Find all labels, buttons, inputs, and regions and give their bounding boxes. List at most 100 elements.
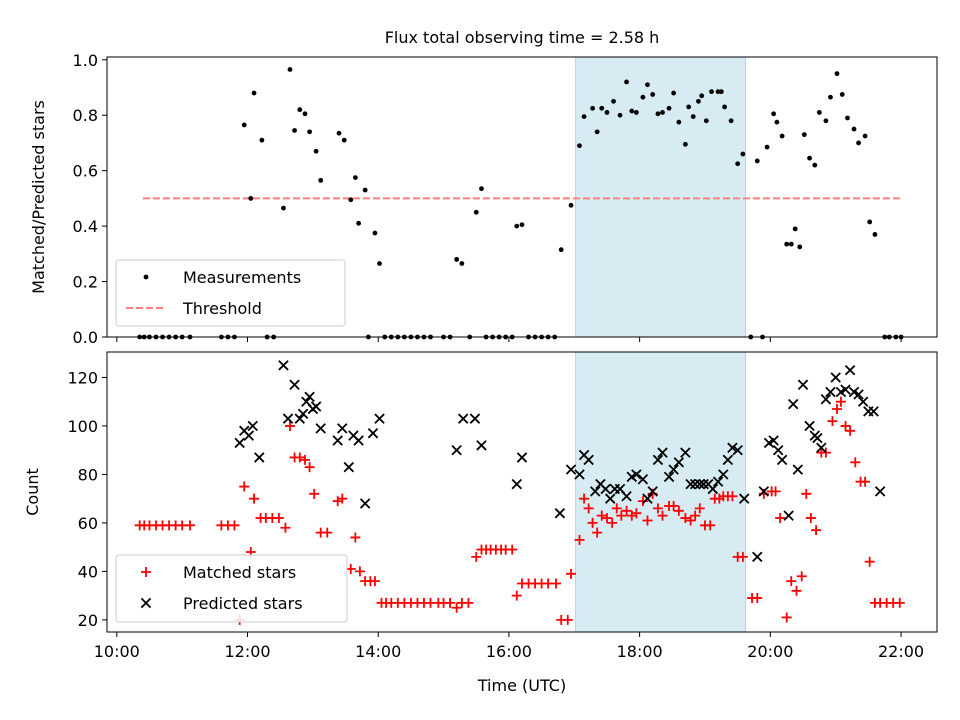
data-point [642, 515, 653, 526]
data-point [844, 364, 856, 376]
data-point [624, 79, 629, 85]
data-point [754, 158, 760, 164]
data-point [727, 491, 738, 502]
data-point [251, 90, 257, 96]
data-point [579, 493, 590, 504]
data-point [554, 507, 566, 519]
data-point [722, 104, 727, 110]
y-tick-label: 1.0 [73, 51, 98, 70]
data-point [828, 94, 833, 100]
data-point [352, 175, 358, 180]
data-point [599, 105, 605, 111]
data-point [259, 137, 265, 143]
data-point [633, 110, 639, 115]
data-point [631, 469, 642, 480]
top-panel-measurements-ratio: 0.0 0.2 0.4 0.6 0.8 1.0 Matched/Predicted star… [29, 51, 938, 347]
data-point [292, 128, 297, 133]
data-point [562, 614, 573, 625]
x-tick-label: 18:00 [617, 642, 663, 661]
data-point [652, 503, 663, 514]
data-point [282, 413, 294, 424]
x-tick-label: 16:00 [486, 642, 532, 661]
data-point [797, 244, 803, 250]
legend-box [115, 259, 346, 327]
data-point [805, 513, 816, 524]
data-point [592, 527, 603, 538]
data-point [304, 391, 315, 403]
data-point [589, 486, 601, 497]
data-point [860, 476, 871, 487]
data-point [318, 177, 324, 183]
data-point [350, 532, 361, 543]
data-point [781, 612, 792, 623]
data-point [823, 118, 829, 124]
data-point [550, 578, 561, 589]
x-tick-label: 22:00 [878, 642, 924, 661]
data-point [791, 585, 802, 596]
data-point [850, 457, 861, 468]
data-point [738, 493, 750, 504]
data-point [816, 442, 827, 453]
data-point [354, 566, 365, 577]
data-point [699, 93, 705, 99]
data-point [771, 111, 777, 117]
data-point [574, 469, 585, 480]
data-point [377, 261, 382, 266]
data-point [660, 110, 665, 115]
data-point [558, 247, 564, 253]
data-point [297, 107, 303, 113]
data-point [516, 452, 528, 463]
data-point [690, 510, 701, 521]
data-point [740, 151, 746, 157]
data-point [825, 386, 836, 398]
data-point [728, 118, 734, 124]
data-point [645, 82, 650, 88]
data-point [694, 503, 705, 514]
y-tick-label: 20 [78, 611, 98, 630]
data-point [459, 261, 465, 266]
data-point [287, 67, 293, 72]
data-point [247, 420, 258, 432]
data-point [694, 478, 706, 490]
data-point [307, 129, 312, 135]
data-point [792, 226, 798, 232]
data-point [801, 488, 812, 499]
data-point [652, 454, 664, 466]
data-point [471, 551, 482, 562]
data-point [479, 186, 484, 192]
data-point [289, 379, 300, 390]
y-tick-label: 0.6 [73, 162, 98, 181]
data-point [284, 420, 295, 431]
data-point [322, 527, 333, 538]
data-point [631, 508, 642, 519]
data-point [577, 143, 582, 149]
legend-marker-predicted [140, 597, 152, 609]
data-point [874, 486, 886, 497]
data-point [737, 551, 748, 562]
data-point [812, 162, 818, 168]
data-point [647, 486, 658, 497]
data-point [657, 510, 668, 521]
legend-label: Measurements [183, 268, 301, 287]
data-point [705, 520, 716, 531]
data-point [454, 256, 460, 262]
data-point [764, 144, 770, 150]
data-point [655, 111, 661, 117]
data-point [356, 220, 362, 226]
observing-window-span [575, 56, 747, 338]
data-point [752, 551, 763, 563]
data-point [735, 161, 741, 167]
data-point [673, 505, 684, 516]
legend: Matched stars Predicted stars [115, 554, 348, 623]
data-point [341, 137, 347, 143]
data-point [281, 205, 286, 211]
data-point [241, 122, 247, 128]
data-point [779, 133, 785, 139]
x-tick-label: 12:00 [224, 642, 270, 661]
data-point [313, 148, 319, 154]
legend-marker-matched [141, 567, 151, 577]
data-point [348, 197, 354, 203]
data-point [811, 525, 822, 536]
data-point [820, 394, 832, 405]
data-point [336, 130, 342, 136]
